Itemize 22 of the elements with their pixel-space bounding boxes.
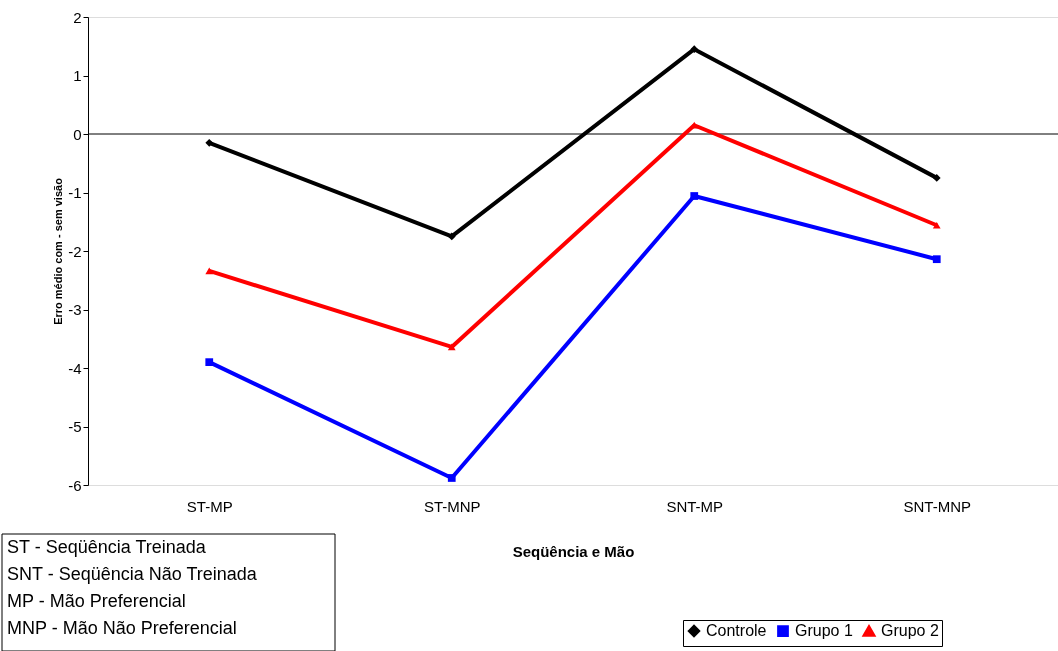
y-tick-label: -5: [68, 418, 82, 435]
x-tick-label: ST-MNP: [423, 497, 481, 515]
text: ST - Seqüência Treinada: [7, 537, 207, 557]
text: SNT - Seqüência Não Treinada: [7, 564, 258, 584]
legend-label: Grupo 1: [795, 622, 853, 640]
x-tick-label: ST-MP: [186, 497, 233, 515]
x-tick-label: SNT-MP: [666, 497, 724, 515]
x-axis-title: Seqüência e Mão: [512, 542, 635, 560]
text: MP - Mão Preferencial: [7, 591, 186, 611]
y-tick-label: -1: [68, 184, 82, 201]
legend-label: Controle: [706, 622, 767, 640]
y-tick-label: 1: [73, 67, 82, 84]
y-tick-label: -3: [68, 301, 82, 318]
text: MNP - Mão Não Preferencial: [7, 618, 237, 638]
y-tick-label: 0: [73, 125, 82, 143]
y-tick-label: -2: [68, 242, 82, 260]
legend-label: Grupo 2: [881, 622, 939, 640]
x-tick-label: SNT-MNP: [903, 497, 971, 515]
y-tick-label: -6: [68, 476, 82, 494]
y-axis-title: Erro médio com - sem visão: [52, 177, 65, 325]
y-tick-label: -4: [68, 359, 82, 377]
y-tick-label: 2: [73, 8, 82, 26]
